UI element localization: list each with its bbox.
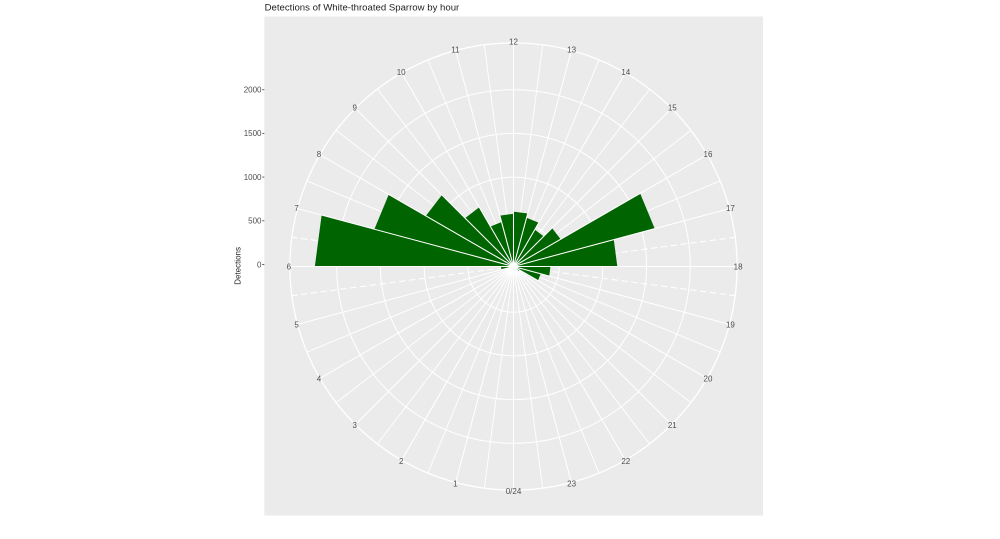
svg-text:9: 9 <box>352 103 357 112</box>
svg-text:1000: 1000 <box>244 173 262 182</box>
svg-text:1500: 1500 <box>244 129 262 138</box>
svg-text:4: 4 <box>317 375 322 384</box>
svg-text:16: 16 <box>704 150 713 159</box>
svg-text:500: 500 <box>248 217 262 226</box>
svg-text:20: 20 <box>704 375 713 384</box>
svg-text:8: 8 <box>317 150 322 159</box>
svg-text:5: 5 <box>294 320 299 329</box>
svg-text:13: 13 <box>567 45 576 54</box>
svg-text:1: 1 <box>453 479 458 488</box>
svg-text:23: 23 <box>567 479 576 488</box>
svg-text:19: 19 <box>726 320 735 329</box>
svg-text:10: 10 <box>397 68 406 77</box>
svg-text:2000: 2000 <box>244 86 262 95</box>
svg-text:3: 3 <box>352 421 357 430</box>
svg-text:17: 17 <box>726 204 735 213</box>
svg-text:Detections of White-throated S: Detections of White-throated Sparrow by … <box>265 3 460 14</box>
svg-text:0: 0 <box>257 260 262 269</box>
svg-text:15: 15 <box>668 103 677 112</box>
svg-text:22: 22 <box>621 457 630 466</box>
svg-text:14: 14 <box>621 68 630 77</box>
svg-text:Detections: Detections <box>233 247 242 285</box>
svg-text:21: 21 <box>668 421 677 430</box>
svg-text:12: 12 <box>509 38 518 47</box>
svg-text:11: 11 <box>451 45 460 54</box>
svg-text:18: 18 <box>734 262 743 271</box>
svg-text:6: 6 <box>287 262 292 271</box>
svg-text:7: 7 <box>294 204 299 213</box>
svg-text:0/24: 0/24 <box>506 487 522 496</box>
svg-text:2: 2 <box>399 457 404 466</box>
